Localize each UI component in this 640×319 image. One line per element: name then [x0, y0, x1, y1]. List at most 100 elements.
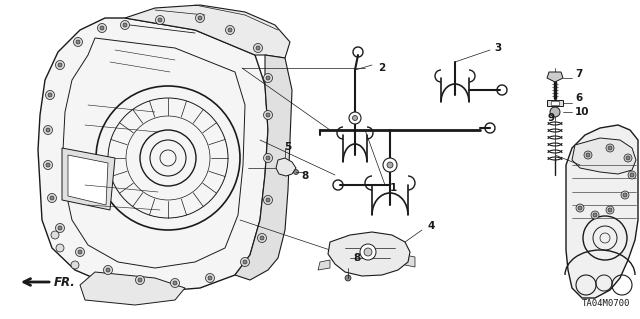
Circle shape	[46, 128, 50, 132]
Polygon shape	[80, 272, 185, 305]
Circle shape	[123, 23, 127, 27]
Circle shape	[353, 115, 358, 121]
Text: 9: 9	[548, 113, 555, 123]
Circle shape	[48, 93, 52, 97]
Circle shape	[264, 196, 273, 204]
Circle shape	[76, 248, 84, 256]
Text: 8: 8	[301, 171, 308, 181]
Circle shape	[626, 156, 630, 160]
Circle shape	[264, 153, 273, 162]
Circle shape	[266, 76, 270, 80]
Circle shape	[56, 244, 64, 252]
Text: 8: 8	[353, 253, 360, 263]
Polygon shape	[68, 155, 108, 205]
Circle shape	[360, 244, 376, 260]
Circle shape	[266, 156, 270, 160]
Circle shape	[624, 154, 632, 162]
Text: 7: 7	[575, 69, 582, 79]
Circle shape	[264, 73, 273, 83]
Circle shape	[97, 24, 106, 33]
Circle shape	[225, 26, 234, 34]
Circle shape	[608, 146, 612, 150]
Circle shape	[606, 144, 614, 152]
Text: 10: 10	[575, 107, 589, 117]
Circle shape	[56, 224, 65, 233]
Circle shape	[56, 61, 65, 70]
Circle shape	[173, 281, 177, 285]
Circle shape	[205, 273, 214, 283]
Circle shape	[266, 113, 270, 117]
Text: 4: 4	[428, 221, 435, 231]
Polygon shape	[328, 232, 410, 276]
Circle shape	[138, 278, 142, 282]
Circle shape	[47, 194, 56, 203]
Text: TA04M0700: TA04M0700	[582, 299, 630, 308]
Circle shape	[74, 38, 83, 47]
Circle shape	[136, 276, 145, 285]
Polygon shape	[547, 100, 563, 106]
Circle shape	[58, 63, 62, 67]
Polygon shape	[551, 101, 559, 105]
Circle shape	[349, 112, 361, 124]
Text: 2: 2	[378, 63, 385, 73]
Circle shape	[623, 193, 627, 197]
Circle shape	[71, 261, 79, 269]
Circle shape	[578, 206, 582, 210]
Circle shape	[294, 169, 298, 174]
Circle shape	[106, 268, 110, 272]
Polygon shape	[572, 138, 636, 174]
Circle shape	[45, 91, 54, 100]
Circle shape	[606, 206, 614, 214]
Circle shape	[383, 158, 397, 172]
Circle shape	[156, 16, 164, 25]
Circle shape	[593, 213, 597, 217]
Text: 3: 3	[494, 43, 501, 53]
Circle shape	[228, 28, 232, 32]
Polygon shape	[38, 18, 268, 292]
Circle shape	[266, 198, 270, 202]
Circle shape	[51, 231, 59, 239]
Circle shape	[78, 250, 82, 254]
Polygon shape	[235, 55, 292, 280]
Circle shape	[608, 208, 612, 212]
Circle shape	[120, 20, 129, 29]
Circle shape	[243, 260, 247, 264]
Text: 5: 5	[284, 142, 291, 152]
Circle shape	[621, 191, 629, 199]
Circle shape	[387, 162, 393, 168]
Circle shape	[591, 211, 599, 219]
Circle shape	[104, 265, 113, 275]
Circle shape	[284, 165, 291, 172]
Polygon shape	[276, 158, 296, 176]
Circle shape	[256, 46, 260, 50]
Circle shape	[50, 196, 54, 200]
Circle shape	[628, 171, 636, 179]
Circle shape	[208, 276, 212, 280]
Circle shape	[630, 173, 634, 177]
Polygon shape	[547, 72, 563, 82]
Circle shape	[100, 26, 104, 30]
Circle shape	[170, 278, 179, 287]
Circle shape	[586, 153, 590, 157]
Circle shape	[198, 16, 202, 20]
Circle shape	[241, 257, 250, 266]
Polygon shape	[405, 255, 415, 267]
Circle shape	[257, 234, 266, 242]
Polygon shape	[125, 5, 290, 58]
Circle shape	[550, 107, 560, 117]
Circle shape	[158, 18, 162, 22]
Circle shape	[46, 163, 50, 167]
Circle shape	[264, 110, 273, 120]
Circle shape	[58, 226, 62, 230]
Circle shape	[195, 13, 205, 23]
Circle shape	[260, 236, 264, 240]
Text: FR.: FR.	[54, 276, 76, 288]
Circle shape	[364, 248, 372, 256]
Polygon shape	[566, 125, 638, 298]
Circle shape	[576, 204, 584, 212]
Circle shape	[76, 40, 80, 44]
Circle shape	[584, 151, 592, 159]
Circle shape	[345, 275, 351, 281]
Circle shape	[44, 160, 52, 169]
Polygon shape	[318, 260, 330, 270]
